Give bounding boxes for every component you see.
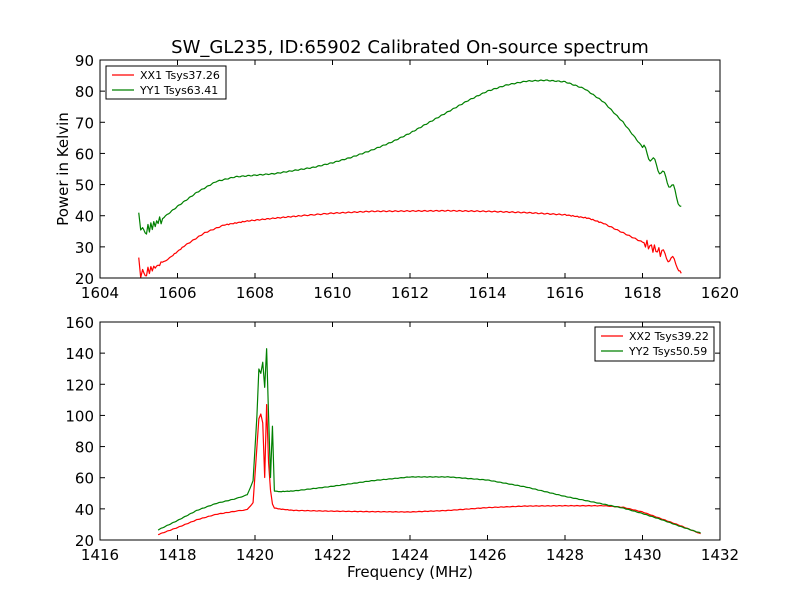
y-tick-label: 80 <box>75 83 94 101</box>
x-tick-label: 1616 <box>546 284 584 302</box>
y-tick-label: 20 <box>75 270 94 288</box>
top-y-axis-label: Power in Kelvin <box>54 112 72 226</box>
legend: XX2 Tsys39.22 YY2 Tsys50.59 <box>594 326 715 362</box>
chart-title: SW_GL235, ID:65902 Calibrated On-source … <box>171 37 649 58</box>
x-tick-label: 1428 <box>546 546 584 564</box>
y-tick-label: 90 <box>75 52 94 70</box>
x-tick-label: 1432 <box>701 546 739 564</box>
y-tick-label: 30 <box>75 239 94 257</box>
x-tick-label: 1610 <box>313 284 351 302</box>
y-tick-label: 60 <box>75 470 94 488</box>
top-panel: 1604 1606 1608 1610 1612 1614 1616 1618 1620 20 30… <box>75 52 739 302</box>
series-line-2 <box>157 348 701 534</box>
y-tick-label: 20 <box>75 532 94 550</box>
y-tick-label: 100 <box>65 407 94 425</box>
x-tick-label: 1608 <box>236 284 274 302</box>
y-tick-label: 140 <box>65 345 94 363</box>
x-tick-label: 1416 <box>81 546 119 564</box>
y-tick-label: 120 <box>65 376 94 394</box>
legend-entry-1: XX2 Tsys39.22 <box>629 330 709 343</box>
y-tick-label: 50 <box>75 177 94 195</box>
legend-box <box>105 65 227 100</box>
x-tick-label: 1422 <box>313 546 351 564</box>
legend-entry-1: XX1 Tsys37.26 <box>140 69 220 82</box>
x-tick-label: 1430 <box>623 546 661 564</box>
legend-entry-2: YY2 Tsys50.59 <box>628 345 707 358</box>
y-tick-label: 40 <box>75 208 94 226</box>
x-tick-label: 1420 <box>236 546 274 564</box>
y-tick-label: 60 <box>75 145 94 163</box>
series-line-1 <box>157 404 701 536</box>
bottom-panel: 1416 1418 1420 1422 1424 1426 1428 1430 1432 20 40… <box>65 314 739 564</box>
bottom-x-axis-label: Frequency (MHz) <box>347 563 473 581</box>
y-tick-label: 160 <box>65 314 94 332</box>
y-tick-label: 70 <box>75 114 94 132</box>
y-tick-label: 40 <box>75 501 94 519</box>
legend: XX1 Tsys37.26 YY1 Tsys63.41 <box>105 65 227 100</box>
x-tick-label: 1614 <box>468 284 506 302</box>
x-tick-label: 1618 <box>623 284 661 302</box>
x-tick-label: 1426 <box>468 546 506 564</box>
series-line-1 <box>138 209 682 279</box>
x-tick-label: 1604 <box>81 284 119 302</box>
x-tick-label: 1612 <box>391 284 429 302</box>
x-tick-label: 1418 <box>158 546 196 564</box>
x-tick-label: 1620 <box>701 284 739 302</box>
x-tick-label: 1606 <box>158 284 196 302</box>
x-tick-label: 1424 <box>391 546 429 564</box>
legend-box <box>594 326 715 362</box>
legend-entry-2: YY1 Tsys63.41 <box>139 84 218 97</box>
series-line-2 <box>138 79 682 235</box>
y-tick-label: 80 <box>75 439 94 457</box>
